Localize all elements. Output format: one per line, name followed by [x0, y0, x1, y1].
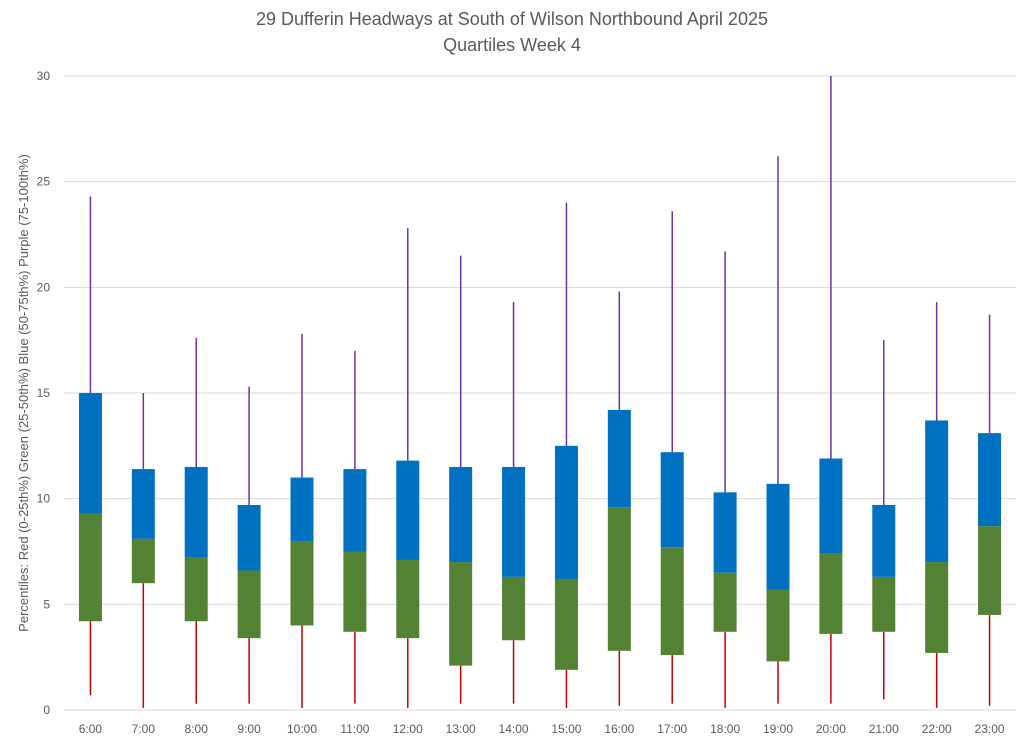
upper-box: [237, 505, 261, 571]
upper-box: [184, 466, 208, 558]
box-800: [184, 338, 208, 704]
gridlines: [64, 75, 1016, 711]
lower-box: [78, 513, 102, 622]
boxes: [78, 76, 1002, 708]
box-1500: [554, 202, 578, 708]
box-1200: [396, 228, 420, 708]
box-1100: [343, 350, 367, 704]
lower-box: [766, 589, 790, 662]
box-2200: [925, 302, 949, 708]
x-tick-label: 12:00: [393, 722, 423, 736]
lower-box: [713, 572, 737, 632]
x-tick-label: 22:00: [922, 722, 952, 736]
x-tick-label: 23:00: [975, 722, 1005, 736]
x-tick-label: 18:00: [710, 722, 740, 736]
box-1900: [766, 156, 790, 704]
x-tick-label: 16:00: [604, 722, 634, 736]
upper-box: [343, 469, 367, 552]
upper-box: [290, 477, 314, 541]
x-tick-labels: 6:00 7:00 8:00 9:00 10:00 11:00 12:00 13:00 14:0…: [79, 722, 1005, 736]
x-tick-label: 14:00: [499, 722, 529, 736]
x-tick-label: 19:00: [763, 722, 793, 736]
upper-box: [607, 409, 631, 508]
x-tick-label: 6:00: [79, 722, 103, 736]
upper-box: [713, 492, 737, 573]
lower-box: [131, 538, 155, 584]
upper-box: [978, 433, 1002, 527]
box-1000: [290, 333, 314, 708]
x-tick-label: 8:00: [185, 722, 209, 736]
box-2000: [819, 76, 843, 704]
lower-box: [554, 578, 578, 670]
lower-box: [872, 576, 896, 632]
box-2300: [978, 314, 1002, 706]
x-tick-label: 10:00: [287, 722, 317, 736]
y-tick-label: 10: [37, 492, 51, 506]
lower-box: [607, 507, 631, 651]
y-axis-label: Percentiles: Red (0-25th%) Green (25-50t…: [16, 154, 31, 632]
box-900: [237, 386, 261, 704]
x-tick-label: 7:00: [132, 722, 156, 736]
lower-box: [396, 559, 420, 639]
upper-box: [766, 483, 790, 590]
upper-box: [502, 466, 526, 577]
x-tick-label: 9:00: [237, 722, 261, 736]
x-tick-label: 13:00: [446, 722, 476, 736]
upper-box: [396, 460, 420, 560]
box-2100: [872, 340, 896, 700]
upper-box: [819, 458, 843, 554]
upper-box: [131, 469, 155, 539]
box-1700: [660, 211, 684, 704]
upper-box: [660, 452, 684, 548]
lower-box: [449, 562, 473, 666]
upper-box: [554, 445, 578, 579]
box-1600: [607, 291, 631, 706]
lower-box: [184, 557, 208, 622]
y-tick-label: 30: [37, 69, 51, 83]
y-tick-label: 25: [37, 175, 51, 189]
upper-box: [78, 393, 102, 514]
y-tick-label: 15: [37, 386, 51, 400]
y-tick-label: 0: [43, 703, 50, 717]
box-1400: [502, 302, 526, 704]
y-tick-label: 20: [37, 280, 51, 294]
lower-box: [343, 551, 367, 632]
upper-box: [872, 505, 896, 577]
box-1300: [449, 255, 473, 704]
x-tick-label: 21:00: [869, 722, 899, 736]
box-700: [131, 393, 155, 708]
x-tick-label: 15:00: [551, 722, 581, 736]
x-tick-label: 17:00: [657, 722, 687, 736]
x-tick-label: 20:00: [816, 722, 846, 736]
lower-box: [502, 576, 526, 641]
box-600: [78, 196, 102, 696]
lower-box: [925, 562, 949, 653]
y-tick-labels: 0 5 10 15 20 25 30: [37, 69, 51, 717]
upper-box: [449, 466, 473, 563]
chart-title: 29 Dufferin Headways at South of Wilson …: [256, 9, 768, 29]
lower-box: [290, 540, 314, 626]
x-tick-label: 11:00: [340, 722, 369, 736]
lower-box: [237, 570, 261, 639]
y-tick-label: 5: [43, 597, 50, 611]
chart-subtitle: Quartiles Week 4: [443, 35, 581, 55]
lower-box: [978, 526, 1002, 615]
upper-box: [925, 420, 949, 563]
lower-box: [660, 547, 684, 656]
lower-box: [819, 553, 843, 634]
box-1800: [713, 251, 737, 708]
